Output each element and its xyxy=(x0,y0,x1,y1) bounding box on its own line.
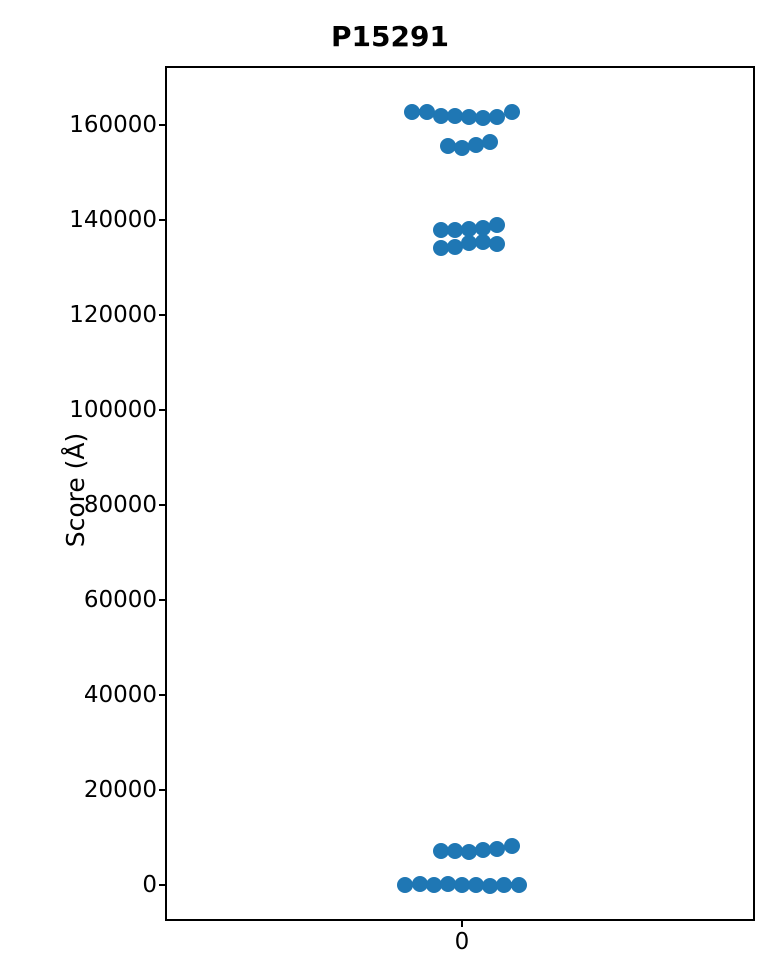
data-point xyxy=(489,217,505,233)
xtick-label: 0 xyxy=(455,929,470,955)
ytick-label: 120000 xyxy=(69,302,157,328)
ytick-label: 40000 xyxy=(84,682,157,708)
plot-area: 0200004000060000800001000001200001400001… xyxy=(165,66,755,921)
ytick-label: 100000 xyxy=(69,397,157,423)
chart-container: P15291 Score (Å) 02000040000600008000010… xyxy=(0,0,780,980)
ytick-label: 160000 xyxy=(69,112,157,138)
ytick-mark xyxy=(159,884,167,886)
data-point xyxy=(504,104,520,120)
ytick-mark xyxy=(159,409,167,411)
ytick-mark xyxy=(159,789,167,791)
ytick-label: 0 xyxy=(142,872,157,898)
chart-title: P15291 xyxy=(0,20,780,53)
ytick-label: 20000 xyxy=(84,777,157,803)
xtick-mark xyxy=(461,919,463,927)
ytick-mark xyxy=(159,599,167,601)
ytick-mark xyxy=(159,504,167,506)
data-point xyxy=(511,877,527,893)
ytick-mark xyxy=(159,314,167,316)
ytick-label: 60000 xyxy=(84,587,157,613)
ytick-mark xyxy=(159,694,167,696)
data-point xyxy=(482,134,498,150)
data-point xyxy=(504,838,520,854)
ytick-label: 80000 xyxy=(84,492,157,518)
data-point xyxy=(489,236,505,252)
ytick-label: 140000 xyxy=(69,207,157,233)
y-axis-label: Score (Å) xyxy=(61,433,90,548)
ytick-mark xyxy=(159,219,167,221)
ytick-mark xyxy=(159,124,167,126)
